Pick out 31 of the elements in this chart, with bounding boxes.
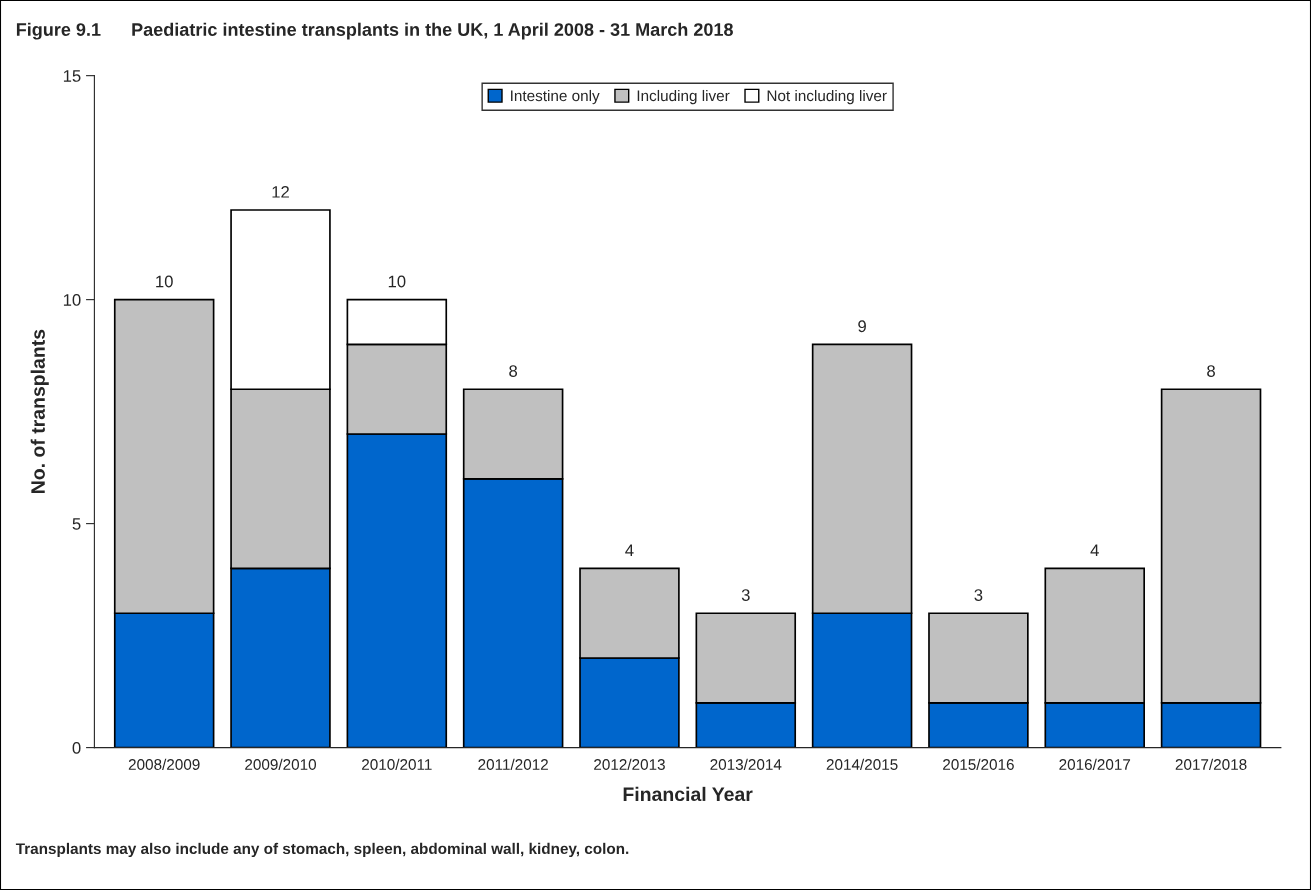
total-label: 3 (974, 589, 983, 601)
total-label: 8 (509, 365, 518, 377)
x-tick-label: 2016/2017 (1059, 758, 1131, 770)
x-axis-title: Financial Year (623, 786, 753, 802)
legend-label: Intestine only (511, 89, 600, 105)
legend-label: Including liver (637, 89, 730, 105)
y-tick-label: 5 (72, 518, 81, 530)
x-tick-label: 2010/2011 (362, 758, 432, 770)
x-tick-label: 2008/2009 (128, 758, 200, 770)
x-tick-label: 2012/2013 (594, 758, 665, 770)
total-label: 4 (1090, 544, 1099, 556)
y-tick-label: 10 (63, 294, 81, 306)
total-label: 10 (156, 275, 173, 288)
x-tick-label: 2013/2014 (710, 758, 782, 770)
x-tick-label: 2014/2015 (826, 758, 898, 770)
text: Transplants may also include any of stomach, spleen, abdominal wall, kidney, colon. (15, 842, 629, 858)
chart-title: Figure 9.1 Paediatric intestine transplants in the UK, 1 April 2008 - 31 March 2018 (16, 22, 733, 40)
y-tick-label: 15 (63, 70, 81, 82)
x-tick-label: 2017/2018 (1175, 758, 1247, 770)
total-label: 12 (272, 185, 289, 198)
y-axis-title: No. of transplants (30, 329, 49, 493)
total-label: 3 (741, 589, 750, 601)
x-tick-label: 2015/2016 (943, 758, 1014, 770)
total-label: 4 (625, 544, 634, 556)
legend-label: Not including liver (767, 89, 887, 105)
x-tick-label: 2009/2010 (245, 758, 317, 770)
total-label: 8 (1207, 365, 1215, 377)
x-tick-label: 2011/2012 (478, 758, 548, 770)
total-label: 9 (858, 320, 866, 333)
total-label: 10 (388, 275, 406, 288)
y-tick-label: 0 (72, 742, 81, 754)
